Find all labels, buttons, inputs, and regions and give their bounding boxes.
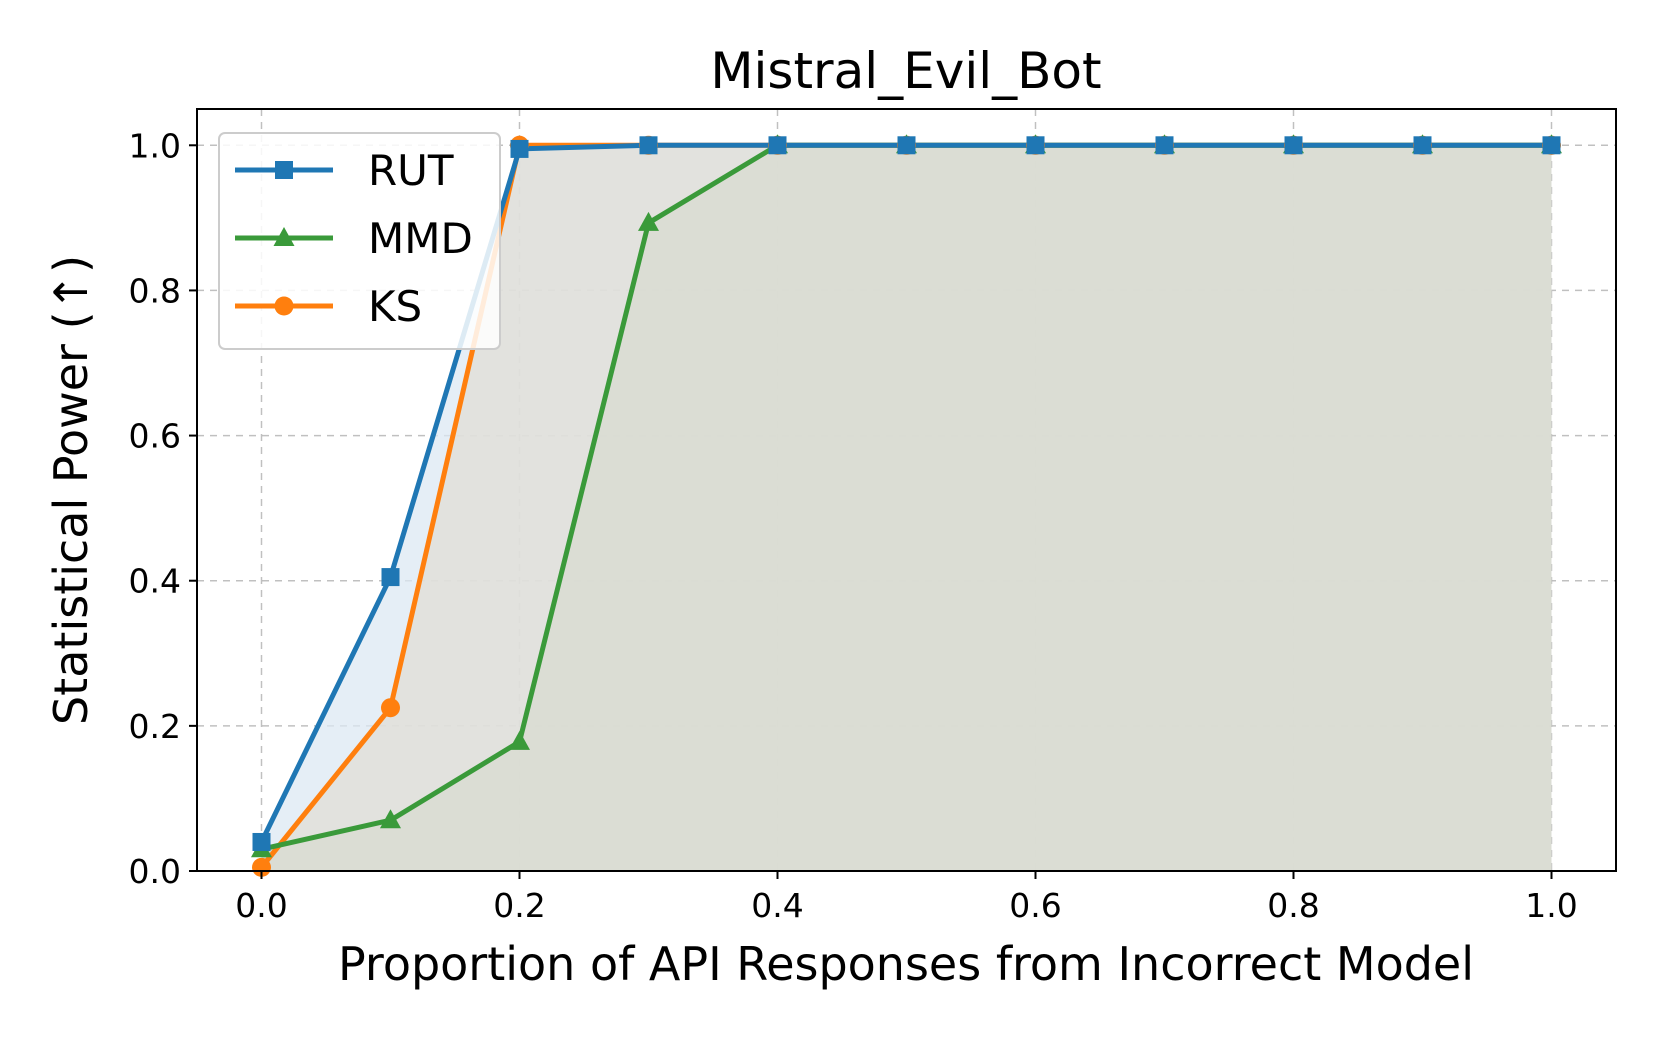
y-axis-ticks: 0.0 0.2 0.4 0.6 0.8 1.0 bbox=[129, 126, 197, 891]
legend-label-mmd: MMD bbox=[368, 214, 473, 263]
y-tick-label: 0.2 bbox=[129, 707, 181, 746]
legend-marker-ks bbox=[274, 296, 294, 316]
data-point-mmd bbox=[509, 730, 530, 750]
y-axis-label: Statistical Power (↑) bbox=[44, 255, 98, 725]
legend-label-ks: KS bbox=[368, 282, 422, 331]
data-point-ks bbox=[252, 857, 271, 877]
data-point-rut bbox=[897, 136, 916, 155]
series-markers bbox=[251, 134, 1562, 877]
x-tick-label: 0.6 bbox=[1009, 886, 1061, 925]
data-point-rut bbox=[510, 139, 529, 158]
data-point-rut bbox=[1413, 136, 1432, 155]
x-tick-label: 0.8 bbox=[1267, 886, 1319, 925]
data-point-rut bbox=[639, 136, 658, 155]
legend-label-rut: RUT bbox=[368, 146, 454, 195]
legend: RUT MMD KS bbox=[218, 132, 501, 350]
y-tick-label: 0.4 bbox=[129, 562, 181, 601]
data-point-rut bbox=[381, 568, 400, 587]
x-tick-label: 1.0 bbox=[1525, 886, 1577, 925]
x-tick-label: 0.0 bbox=[235, 886, 287, 925]
data-point-rut bbox=[768, 136, 787, 155]
x-axis-ticks: 0.0 0.2 0.4 0.6 0.8 1.0 bbox=[235, 871, 1578, 925]
y-tick-label: 0.8 bbox=[129, 271, 181, 310]
y-tick-label: 0.0 bbox=[129, 852, 181, 891]
x-tick-label: 0.4 bbox=[751, 886, 803, 925]
chart-title: Mistral_Evil_Bot bbox=[710, 42, 1101, 100]
x-axis-label: Proportion of API Responses from Incorre… bbox=[338, 937, 1474, 991]
data-point-rut bbox=[1542, 136, 1561, 155]
x-tick-label: 0.2 bbox=[493, 886, 545, 925]
data-point-rut bbox=[252, 832, 271, 851]
data-point-rut bbox=[1284, 136, 1303, 155]
area-fills bbox=[261, 145, 1552, 872]
data-point-rut bbox=[1155, 136, 1174, 155]
plot-frame bbox=[196, 108, 1617, 872]
y-tick-label: 0.6 bbox=[129, 417, 181, 456]
area-fill-ks bbox=[261, 145, 1552, 872]
legend-marker-rut bbox=[275, 161, 293, 179]
data-point-mmd bbox=[638, 211, 659, 231]
data-point-mmd bbox=[380, 809, 401, 829]
legend-marker-mmd bbox=[273, 227, 295, 246]
data-point-ks bbox=[381, 698, 400, 718]
legend-frame bbox=[218, 132, 501, 350]
y-tick-label: 1.0 bbox=[129, 126, 181, 165]
data-point-rut bbox=[1026, 136, 1045, 155]
